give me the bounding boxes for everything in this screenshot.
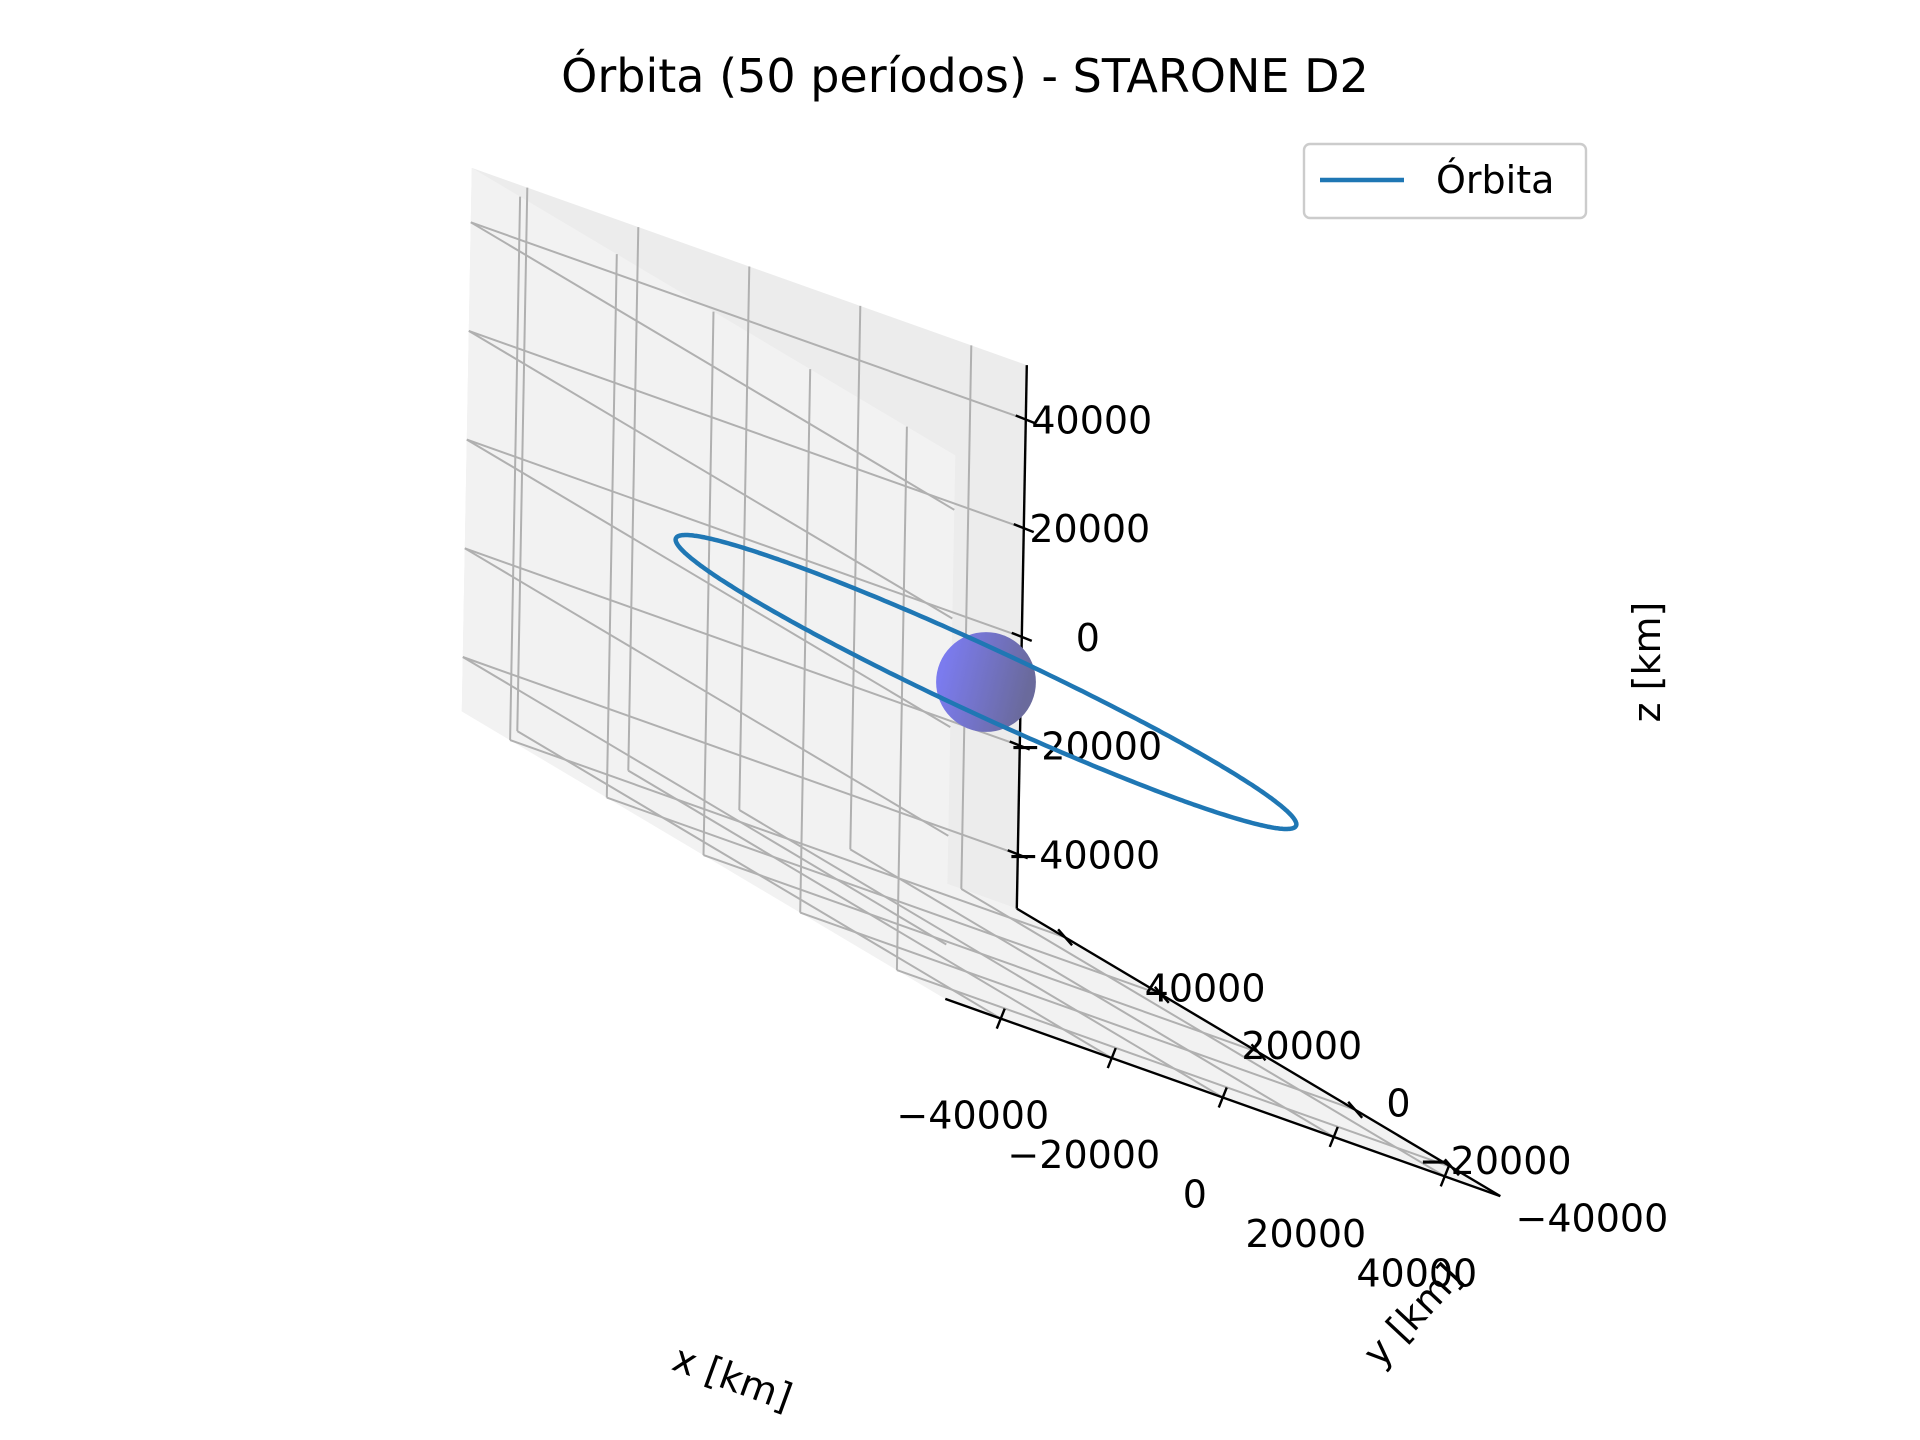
axes-grid [462, 187, 1453, 1178]
legend-label-orbit: Órbita [1436, 158, 1554, 202]
x-tick-label: −40000 [896, 1094, 1049, 1138]
gridline-floor-y-2 [703, 854, 1259, 1054]
z-tick-mark [1013, 523, 1035, 534]
z-tick-label: 40000 [1031, 399, 1152, 443]
z-axis-label: z [km] [1625, 602, 1669, 723]
x-tick-label: 0 [1183, 1173, 1207, 1217]
gridline-side-z-1 [464, 547, 949, 837]
gridline-floor-y-1 [799, 911, 1356, 1111]
legend-frame [1302, 142, 1588, 220]
x-tick-label: 40000 [1356, 1251, 1477, 1295]
x-tick-label: −20000 [1007, 1133, 1160, 1177]
x-tick-mark [995, 1008, 1006, 1030]
x-tick-mark [1217, 1087, 1228, 1108]
gridline-floor-y-0 [896, 969, 1453, 1169]
y-tick-label: 20000 [1241, 1024, 1362, 1068]
y-tick-mark [1347, 1101, 1364, 1119]
chart-title: Órbita (50 períodos) - STARONE D2 [561, 49, 1369, 103]
z-tick-mark [1011, 631, 1033, 642]
z-tick-label: −40000 [1007, 833, 1160, 877]
gridline-floor-y-4 [509, 739, 1066, 939]
z-tick-mark [1007, 849, 1029, 860]
gridline-side-z-2 [466, 438, 951, 728]
y-tick-mark [1443, 1158, 1460, 1177]
z-tick-mark [1009, 740, 1031, 751]
x-tick-label: 20000 [1245, 1212, 1366, 1256]
y-tick-label: −20000 [1419, 1139, 1572, 1183]
x-tick-mark [1439, 1165, 1450, 1187]
legend: Órbita [1302, 142, 1588, 220]
y-tick-mark [1057, 928, 1074, 947]
series-layer [673, 532, 1299, 832]
orbit-line [673, 532, 1299, 832]
gridline-side-z-3 [468, 330, 953, 620]
y-tick-label: 0 [1386, 1081, 1410, 1125]
y-tick-mark [1250, 1043, 1267, 1062]
x-tick-mark [1328, 1126, 1339, 1148]
z-tick-label: 20000 [1029, 507, 1150, 551]
z-tick-mark [1015, 414, 1037, 425]
x-axis-label: x [km] [667, 1336, 798, 1420]
gridline-back-z-4 [470, 221, 1027, 421]
x-tick-mark [1106, 1047, 1117, 1069]
gridline-floor-y-3 [606, 796, 1163, 996]
y-tick-label: −40000 [1516, 1196, 1669, 1240]
y-tick-label: 40000 [1145, 966, 1266, 1010]
gridline-side-z-4 [470, 221, 955, 511]
y-tick-mark [1153, 986, 1170, 1004]
z-tick-label: 0 [1076, 616, 1100, 660]
gridline-side-z-0 [462, 656, 947, 946]
